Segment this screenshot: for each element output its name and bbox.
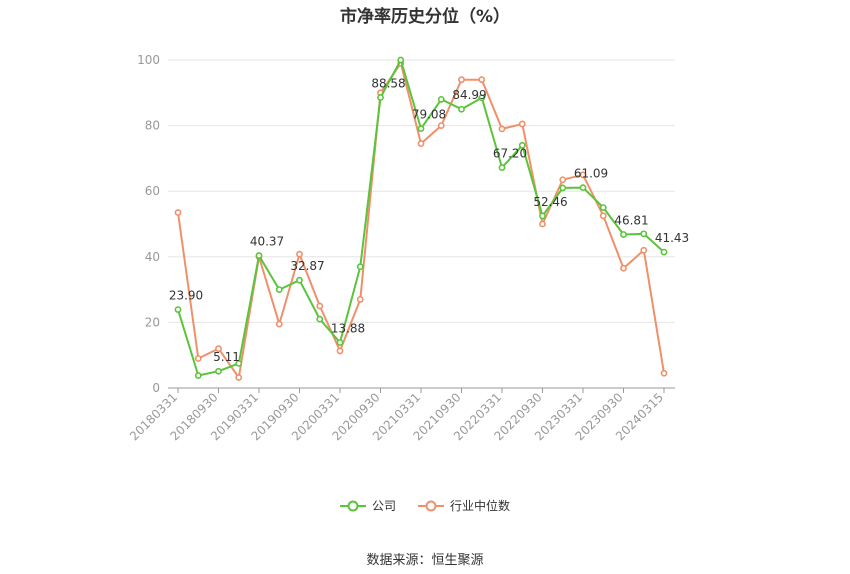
y-tick-label: 100 [137,53,160,67]
data-label: 88.58 [371,76,405,90]
data-point-company [640,230,648,238]
data-point-company [518,141,526,149]
y-tick-label: 80 [145,119,160,133]
label-layer: 23.90 5.11 40.37 32.87 13.88 88.58 79.08 84.99 6… [169,76,689,364]
data-label: 41.43 [655,231,689,245]
data-point-industry-median [194,355,202,362]
data-point-company [559,184,567,192]
legend-item-company[interactable]: 公司 [339,497,396,514]
legend-swatch-industry-icon [418,500,444,511]
data-point-company [215,367,222,375]
axis-layer: 0204060801002018033120180930201903312019… [127,53,675,443]
y-tick-label: 20 [145,315,160,329]
data-point-company [255,252,263,259]
series-layer [174,56,668,381]
legend-swatch-company-icon [339,500,366,511]
data-point-industry-median [539,220,546,228]
data-point-company [660,248,668,256]
data-point-company [336,339,344,346]
data-point-industry-median [599,212,607,220]
y-tick-label: 40 [145,250,160,264]
data-label: 13.88 [331,321,365,335]
data-point-company [539,212,546,220]
data-point-industry-median [640,246,648,254]
data-point-industry-median [316,302,324,310]
data-label: 5.11 [213,350,240,364]
data-point-industry-median [559,176,567,184]
data-point-company [579,184,587,192]
data-label: 84.99 [452,88,486,102]
data-point-company [498,164,506,171]
data-point-company [174,306,182,314]
data-point-industry-median [458,76,465,84]
data-point-company [275,286,283,293]
data-point-company [478,94,486,102]
data-point-industry-median [174,209,182,216]
data-point-company [316,315,324,323]
grid-layer [168,59,675,323]
data-point-industry-median [518,120,526,128]
legend-label-company: 公司 [371,499,396,513]
data-point-industry-median [215,345,222,353]
data-point-industry-median [620,264,627,272]
data-point-industry-median [356,296,364,303]
chart-title: 市净率历史分位（%） [339,7,511,27]
data-point-company [599,204,607,211]
data-label: 23.90 [169,289,203,303]
data-label: 67.20 [493,147,527,161]
data-point-industry-median [275,320,283,328]
data-point-industry-median [478,76,486,84]
data-point-company [458,105,465,113]
data-point-company [397,56,405,64]
source-note: 数据来源：恒生聚源 [366,553,484,568]
legend-label-industry-median: 行业中位数 [450,499,511,513]
data-point-company [194,372,202,379]
data-label: 61.09 [574,167,608,181]
y-tick-label: 0 [152,381,160,395]
data-label: 32.87 [290,259,324,273]
data-point-company [620,231,627,238]
data-point-company [437,95,445,103]
legend: 公司 行业中位数 [0,497,850,514]
data-label: 52.46 [533,195,567,209]
data-point-industry-median [235,374,243,381]
data-point-industry-median [296,250,303,258]
data-point-industry-median [336,347,344,355]
data-point-company [235,359,243,367]
data-point-industry-median [437,122,445,129]
data-point-company [296,276,303,284]
data-point-industry-median [579,171,587,179]
data-label: 40.37 [250,235,284,249]
data-point-industry-median [498,125,506,133]
legend-item-industry-median[interactable]: 行业中位数 [418,497,510,514]
data-label: 46.81 [614,213,648,227]
data-label: 79.08 [412,108,446,122]
data-point-company [377,94,384,101]
data-point-industry-median [660,369,668,377]
data-point-company [356,263,364,271]
data-point-company [417,125,425,133]
data-point-industry-median [417,140,425,148]
y-tick-label: 60 [145,184,160,198]
